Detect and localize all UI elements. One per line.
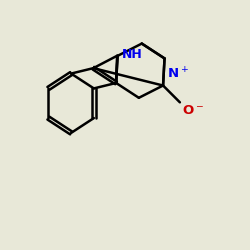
Text: N$^+$: N$^+$ <box>167 66 189 82</box>
Text: NH: NH <box>122 48 142 61</box>
Text: O$^-$: O$^-$ <box>182 104 204 117</box>
